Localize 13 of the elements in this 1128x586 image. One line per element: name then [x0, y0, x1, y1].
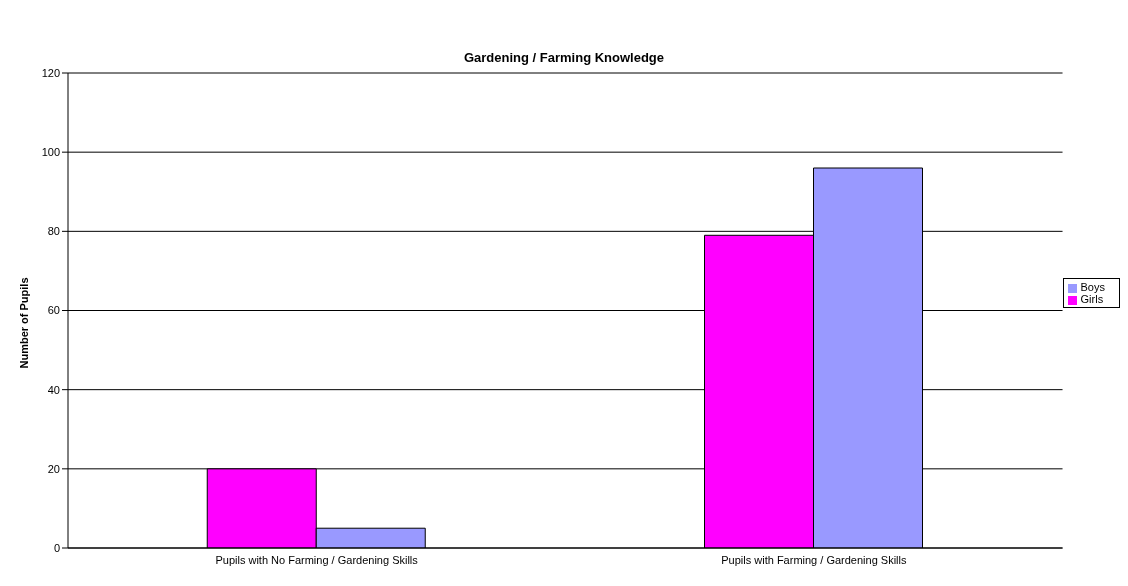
legend-label: Boys — [1080, 281, 1105, 293]
y-tick-label: 0 — [53, 541, 60, 554]
y-tick-label: 100 — [41, 146, 60, 159]
y-tick-label: 40 — [47, 383, 60, 396]
y-axis-title: Number of Pupils — [18, 277, 30, 369]
y-tick-label: 120 — [41, 66, 60, 79]
chart-title: Gardening / Farming Knowledge — [462, 50, 666, 65]
y-tick-label: 20 — [47, 462, 60, 475]
y-tick-label: 60 — [47, 304, 60, 317]
y-tick-label: 80 — [47, 225, 60, 238]
x-tick-label: Pupils with Farming / Gardening Skills — [721, 553, 908, 566]
legend-label: Girls — [1080, 293, 1104, 305]
x-tick-label: Pupils with No Farming / Gardening Skills — [215, 553, 419, 566]
